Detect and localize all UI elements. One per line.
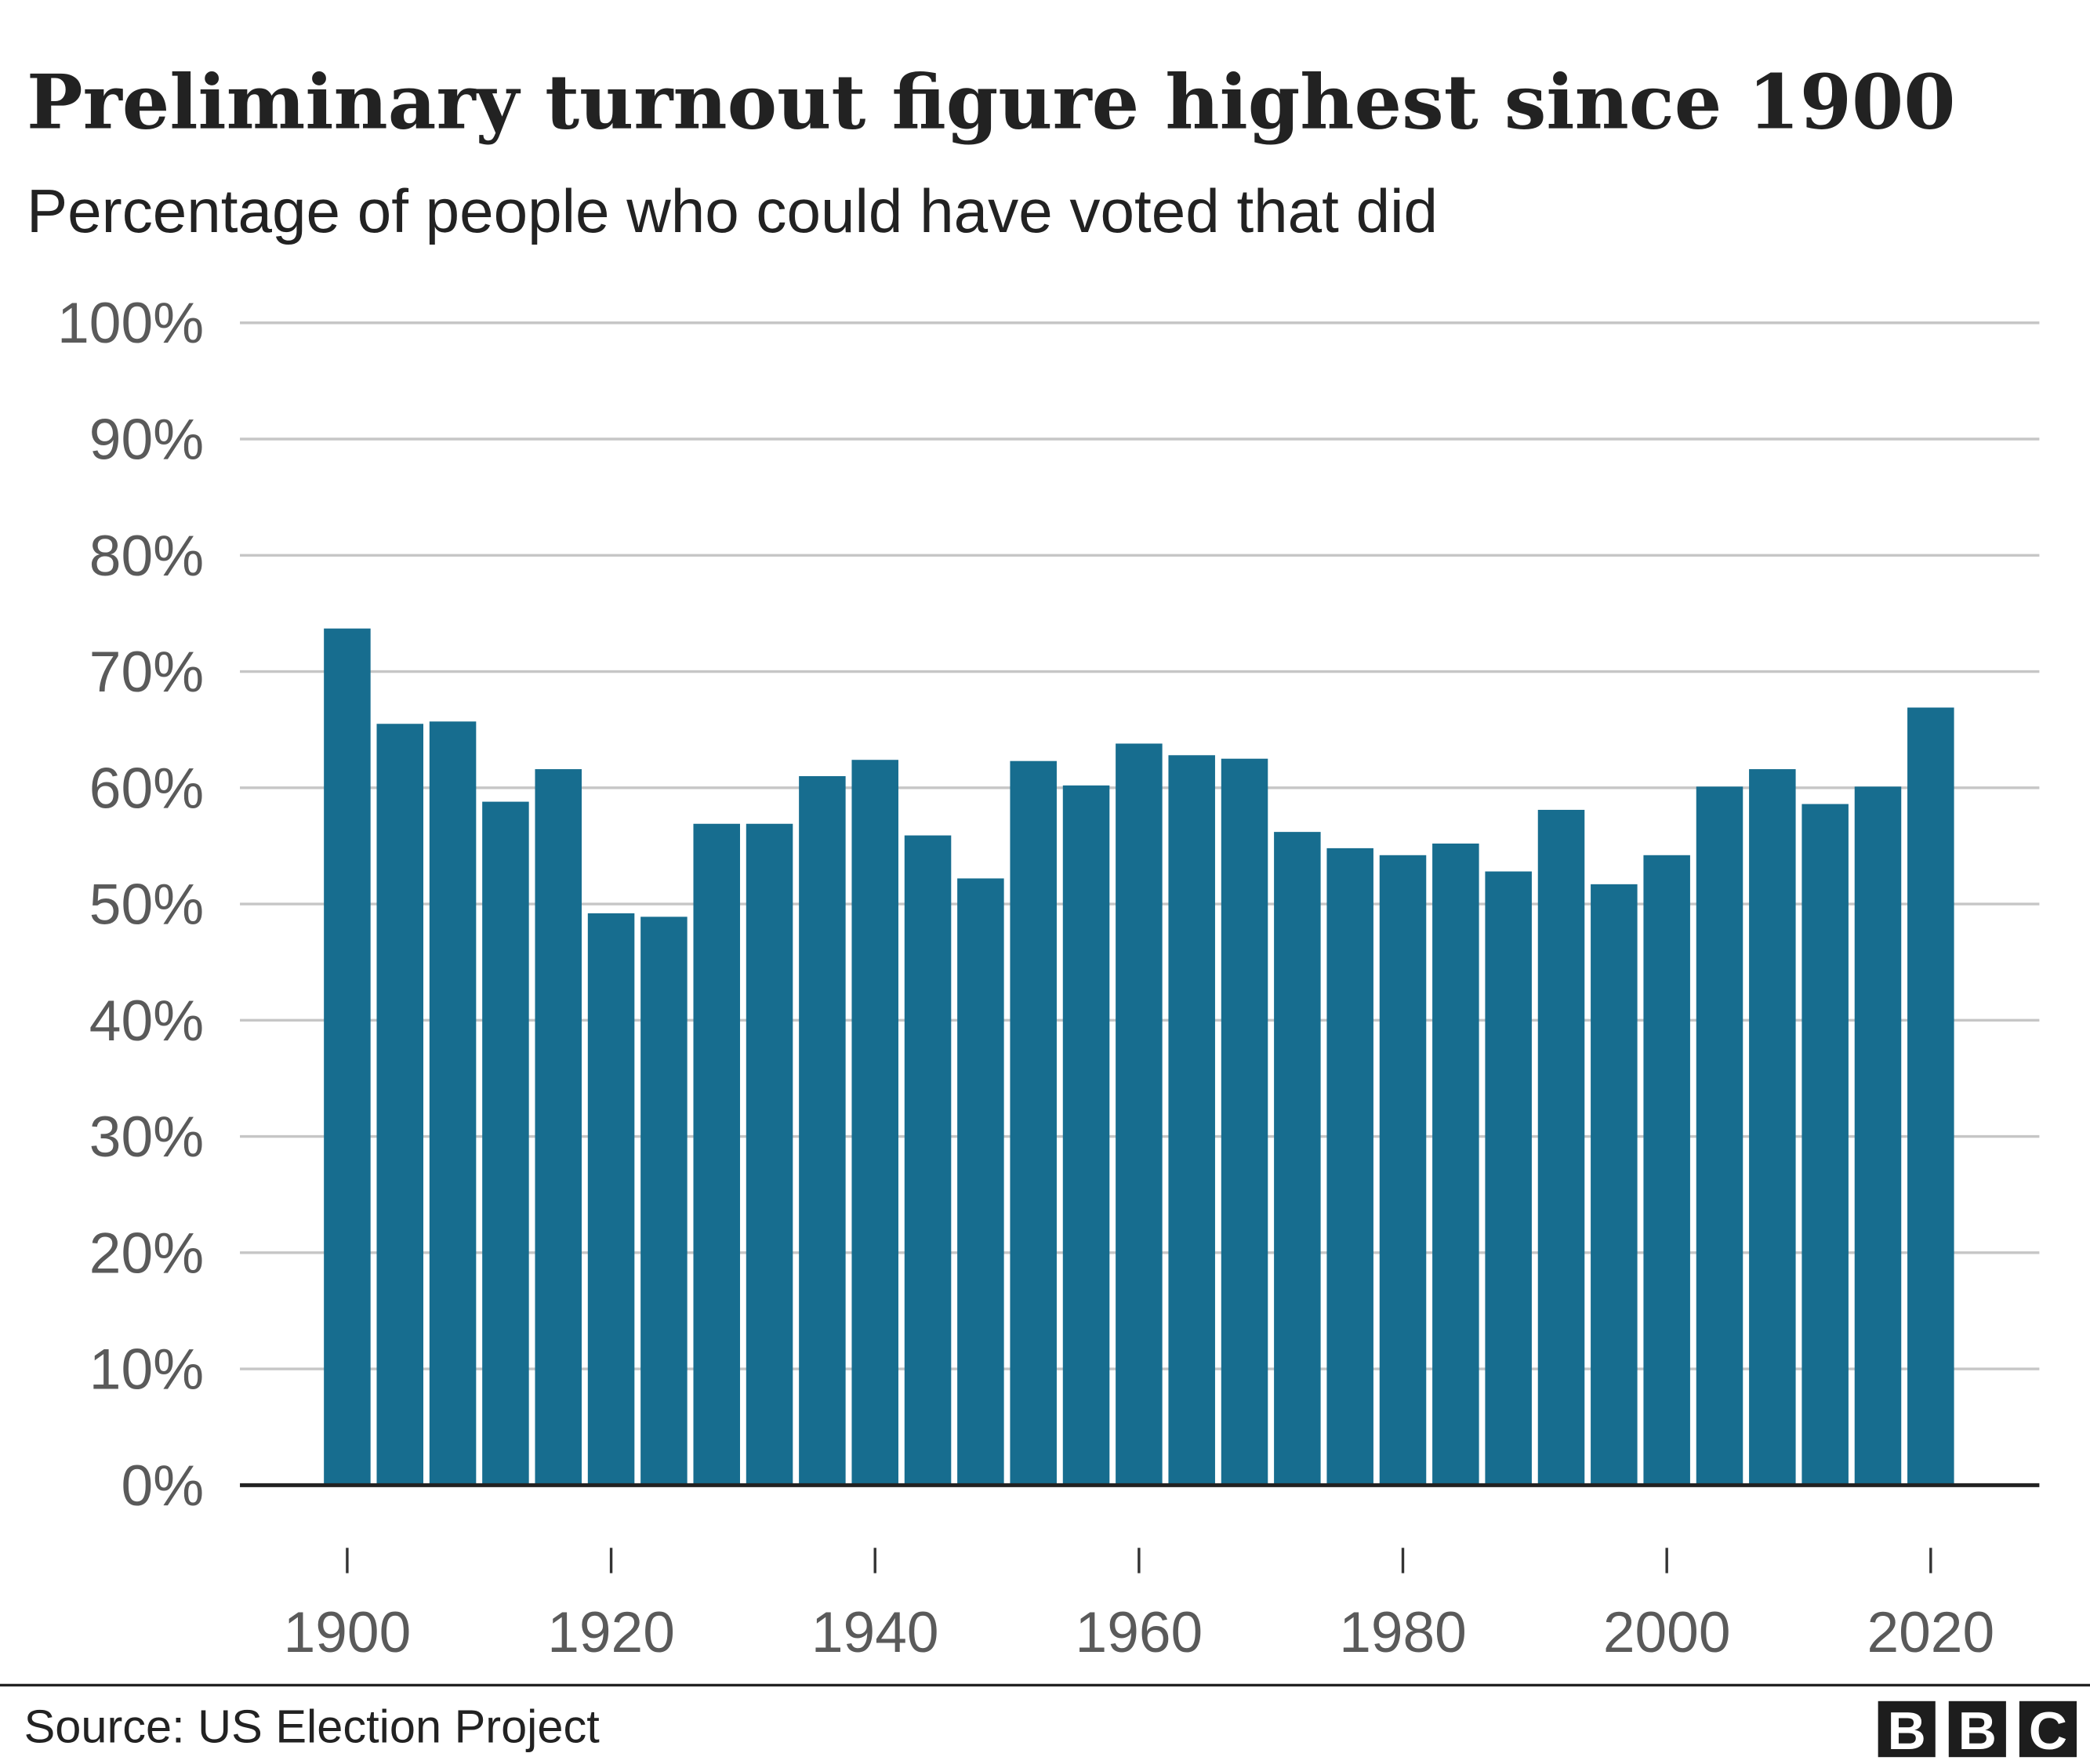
source-note: Source: US Election Project [24, 1700, 601, 1753]
bar-1968 [1221, 758, 1268, 1486]
bar-1972 [1274, 832, 1321, 1486]
bar-2008 [1749, 769, 1796, 1486]
bbc-logo: B B C [1878, 1700, 2077, 1761]
bar-1988 [1485, 871, 1532, 1486]
x-tick-label: 1980 [1339, 1601, 1467, 1664]
svg-text:C: C [2029, 1701, 2067, 1761]
bar-1912 [482, 801, 529, 1486]
bar-1964 [1168, 755, 1215, 1486]
y-tick-label: 20% [89, 1221, 204, 1285]
bar-1960 [1116, 743, 1163, 1486]
bar-1976 [1326, 848, 1373, 1486]
bar-1928 [693, 823, 740, 1486]
svg-text:B: B [1958, 1701, 1997, 1761]
x-tick-label: 2000 [1603, 1601, 1731, 1664]
bar-1956 [1062, 785, 1110, 1486]
bar-1992 [1537, 809, 1585, 1486]
bar-1904 [376, 724, 424, 1486]
bar-2016 [1854, 786, 1902, 1486]
bar-1924 [640, 916, 688, 1486]
y-tick-label: 0% [121, 1454, 204, 1518]
y-tick-label: 30% [89, 1105, 204, 1169]
x-tick-label: 1960 [1076, 1601, 1203, 1664]
bar-1984 [1432, 843, 1479, 1486]
y-tick-label: 10% [89, 1338, 204, 1402]
bar-1932 [746, 823, 793, 1486]
bar-2012 [1802, 804, 1849, 1486]
y-tick-label: 50% [89, 873, 204, 937]
bar-1920 [587, 913, 635, 1486]
y-tick-label: 80% [89, 524, 204, 588]
bar-2020 [1907, 707, 1954, 1486]
svg-text:B: B [1888, 1701, 1926, 1761]
x-axis: 1900 1920 1940 1960 1980 2000 2020 [284, 1548, 1994, 1664]
bar-2000 [1643, 855, 1690, 1486]
y-tick-label: 40% [89, 989, 204, 1053]
x-tick-label: 1900 [284, 1601, 412, 1664]
bar-1940 [851, 760, 898, 1486]
bar-1936 [799, 775, 846, 1486]
bar-1944 [904, 835, 952, 1486]
x-tick-label: 2020 [1867, 1601, 1994, 1664]
bar-1900 [324, 628, 371, 1486]
chart-subtitle: Percentage of people who could have vote… [27, 176, 1438, 245]
y-tick-label: 70% [89, 641, 204, 704]
y-tick-label: 90% [89, 408, 204, 472]
bar-1996 [1591, 884, 1638, 1486]
bar-1948 [957, 878, 1004, 1486]
bar-2004 [1696, 786, 1743, 1486]
y-tick-label: 60% [89, 757, 204, 820]
bar-1980 [1379, 855, 1427, 1486]
bars [324, 628, 1954, 1486]
chart-title: Preliminary turnout figure highest since… [27, 60, 1955, 147]
x-tick-label: 1940 [811, 1601, 939, 1664]
x-tick-label: 1920 [547, 1601, 675, 1664]
y-axis: 0% 10% 20% 30% 40% 50% 60% 70% 80% 90% 100% [57, 292, 204, 1518]
bar-1916 [535, 769, 582, 1486]
bar-1952 [1010, 760, 1057, 1486]
bar-1908 [429, 721, 477, 1486]
y-tick-label: 100% [57, 292, 204, 355]
